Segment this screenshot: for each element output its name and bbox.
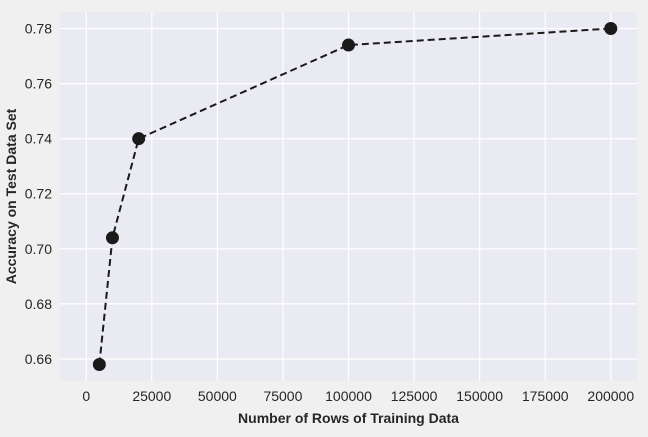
y-axis-label: Accuracy on Test Data Set <box>3 108 19 284</box>
data-point <box>342 38 355 52</box>
series <box>92 22 618 371</box>
x-tick-label: 25000 <box>132 388 171 404</box>
data-point <box>92 357 106 371</box>
y-tick-label: 0.72 <box>25 186 52 202</box>
x-tick-label: 200000 <box>587 388 634 404</box>
x-tick-label: 125000 <box>391 388 438 404</box>
x-tick-label: 100000 <box>325 388 372 404</box>
y-tick-label: 0.66 <box>25 351 52 367</box>
x-tick-label: 0 <box>82 388 90 404</box>
x-tick-label: 150000 <box>456 388 503 404</box>
y-tick-label: 0.76 <box>25 76 52 92</box>
data-point <box>604 22 618 36</box>
data-point <box>132 132 146 146</box>
data-point <box>105 231 119 245</box>
y-tick-label: 0.70 <box>25 241 52 257</box>
x-tick-label: 175000 <box>522 388 569 404</box>
grid <box>60 12 637 381</box>
x-axis-label: Number of Rows of Training Data <box>238 410 459 426</box>
y-tick-label: 0.78 <box>25 21 52 37</box>
y-tick-label: 0.68 <box>25 296 52 312</box>
y-tick-label: 0.74 <box>25 131 52 147</box>
x-tick-label: 50000 <box>198 388 237 404</box>
x-tick-label: 75000 <box>263 388 302 404</box>
tick-labels: 0 25000 50000 75000 100000 125000 150000 175000… <box>25 21 635 404</box>
